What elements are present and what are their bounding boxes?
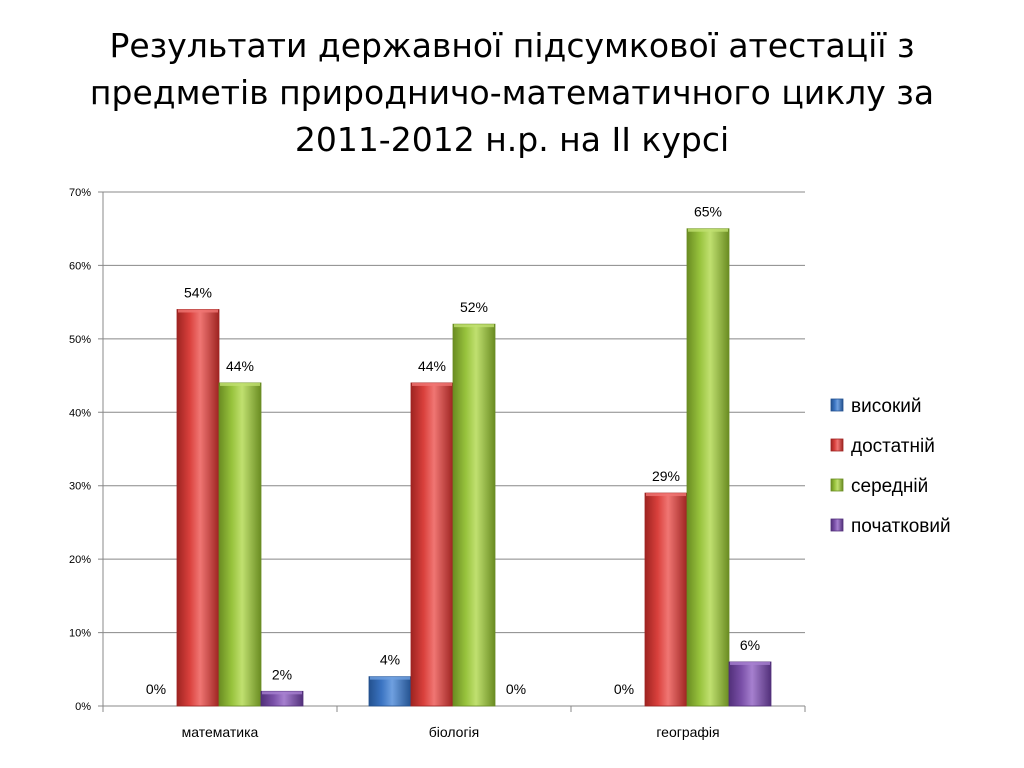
bar-highlight [688,228,728,232]
bar-highlight [646,493,686,497]
legend-swatch [830,478,844,492]
data-label: 6% [740,637,760,653]
data-labels: 0% 54% 44% 2% 4% 44% 52% 0% 0% 29% 65% 6% [146,204,760,697]
bar-початковий [728,661,772,707]
bars [176,228,772,707]
data-label: 0% [146,681,166,697]
x-tick-label: математика [182,724,259,740]
data-label: 0% [614,681,634,697]
legend-label: достатній [851,436,935,457]
data-label: 54% [184,284,212,300]
data-label: 29% [652,468,680,484]
data-label: 0% [506,681,526,697]
bar-highlight [730,661,770,665]
legend-label: високий [851,396,922,417]
bar-highlight [262,691,302,695]
y-tick-label: 60% [69,260,91,272]
legend-label: початковий [851,516,951,537]
legend-swatch [830,518,844,532]
y-tick-label: 50% [69,334,91,346]
bar-highlight [220,382,260,386]
bar-високий [368,676,412,707]
data-label: 44% [418,358,446,374]
x-tick-label: біологія [429,724,480,740]
y-axis-ticks: 0% 10% 20% 30% 40% 50% 60% 70% [69,187,91,713]
y-tick-label: 0% [75,701,91,713]
bar-highlight [370,676,410,680]
bar-середній [452,323,496,707]
data-label: 65% [694,204,722,220]
bar-достатній [176,309,220,707]
x-axis-ticks: математика біологія географія [182,724,720,740]
y-tick-label: 30% [69,481,91,493]
bar-достатній [644,492,688,707]
chart-title-line-1: Результати державної підсумкової атестац… [109,26,915,65]
chart-title-line-3: 2011-2012 н.р. на ІІ курсі [294,120,730,159]
legend-swatch [830,438,844,452]
bar-середній [686,228,730,707]
bar-highlight [454,324,494,328]
legend: високий достатній середній початковий [830,396,951,537]
data-label: 44% [226,358,254,374]
y-tick-label: 10% [69,628,91,640]
data-label: 52% [460,299,488,315]
x-tick-label: географія [656,724,719,740]
y-tick-label: 40% [69,407,91,419]
legend-label: середній [851,476,928,497]
data-label: 4% [380,652,400,668]
chart-title: Результати державної підсумкової атестац… [60,22,964,163]
bar-середній [218,382,262,707]
bar-highlight [178,309,218,313]
bar-highlight [412,382,452,386]
y-tick-label: 70% [69,187,91,199]
chart-title-line-2: предметів природничо-математичного циклу… [89,73,935,112]
legend-swatch [830,398,844,412]
bar-достатній [410,382,454,707]
data-label: 2% [272,666,292,682]
y-tick-label: 20% [69,554,91,566]
